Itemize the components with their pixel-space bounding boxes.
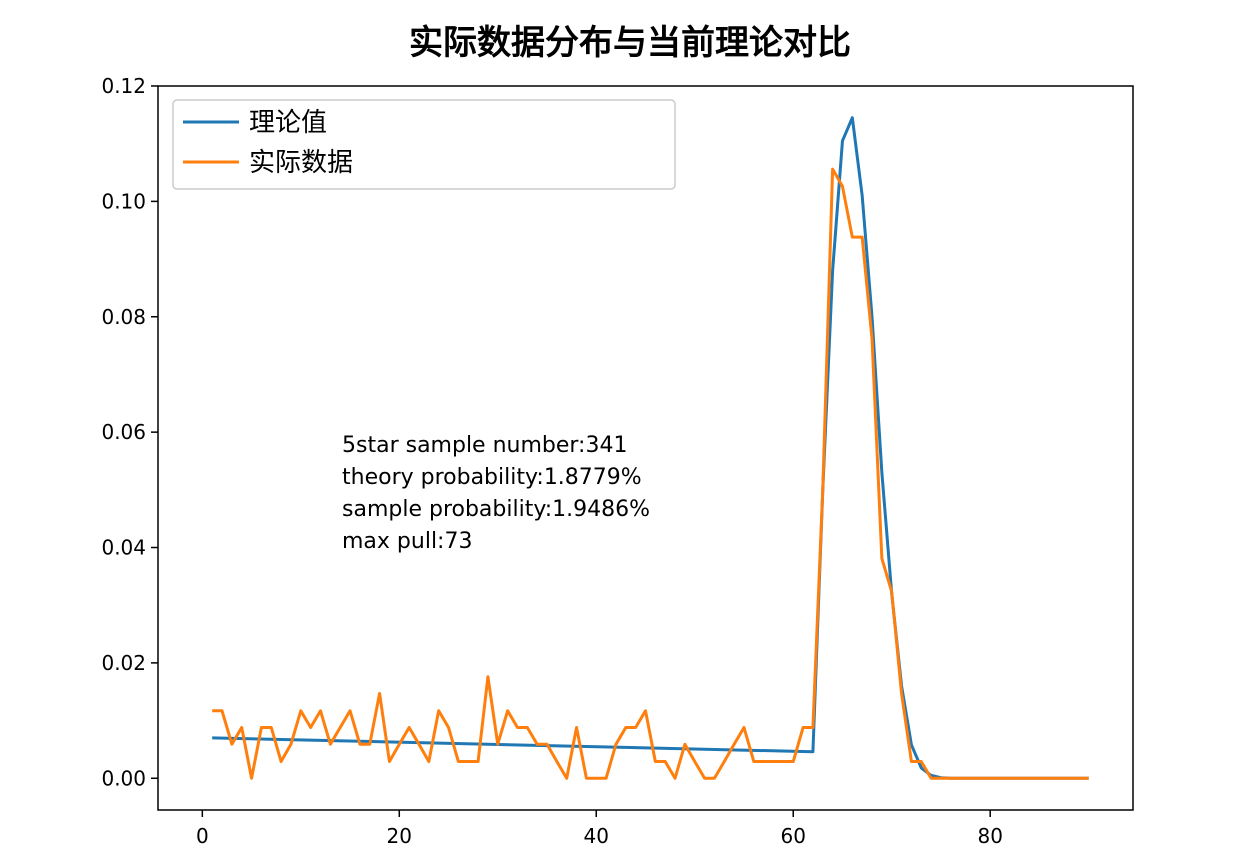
x-tick-label: 40 <box>584 824 609 848</box>
y-tick-label: 0.06 <box>101 420 146 444</box>
annotation-line: max pull:73 <box>342 529 472 554</box>
x-tick-label: 0 <box>196 824 209 848</box>
y-tick-label: 0.02 <box>101 651 146 675</box>
legend-label-1: 实际数据 <box>249 148 353 178</box>
stats-annotation: 5star sample number:341 theory probabilit… <box>342 433 650 554</box>
x-axis: 0 20 40 60 80 <box>196 810 1003 848</box>
y-tick-label: 0.12 <box>101 74 146 98</box>
y-tick-label: 0.04 <box>101 536 146 560</box>
y-axis: 0.00 0.02 0.04 0.06 0.08 0.10 0.12 <box>101 74 158 790</box>
plot-area <box>212 116 1089 780</box>
annotation-line: 5star sample number:341 <box>342 433 627 458</box>
x-tick-label: 60 <box>781 824 806 848</box>
legend-label-0: 理论值 <box>249 108 327 138</box>
series-line-1 <box>212 167 1089 780</box>
x-tick-label: 80 <box>977 824 1002 848</box>
axes-frame <box>157 85 1134 811</box>
annotation-line: theory probability:1.8779% <box>342 465 642 490</box>
chart-title: 实际数据分布与当前理论对比 <box>409 23 851 63</box>
x-tick-label: 20 <box>387 824 412 848</box>
legend-box <box>172 99 676 190</box>
y-tick-label: 0.10 <box>101 189 146 213</box>
annotation-line: sample probability:1.9486% <box>342 497 650 522</box>
y-tick-label: 0.00 <box>101 766 146 790</box>
y-tick-label: 0.08 <box>101 305 146 329</box>
